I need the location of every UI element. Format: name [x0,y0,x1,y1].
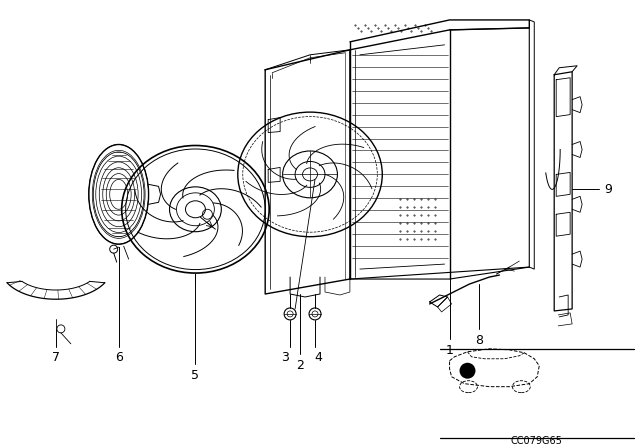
Text: 8: 8 [476,334,483,347]
Text: CC079G65: CC079G65 [510,435,562,445]
Text: 9: 9 [604,183,612,196]
Text: 7: 7 [52,351,60,364]
Text: 4: 4 [314,351,322,364]
Text: 1: 1 [445,344,454,357]
Text: 5: 5 [191,369,200,382]
Text: 2: 2 [296,359,304,372]
Text: 6: 6 [115,351,123,364]
Circle shape [460,363,476,379]
Text: 3: 3 [281,351,289,364]
